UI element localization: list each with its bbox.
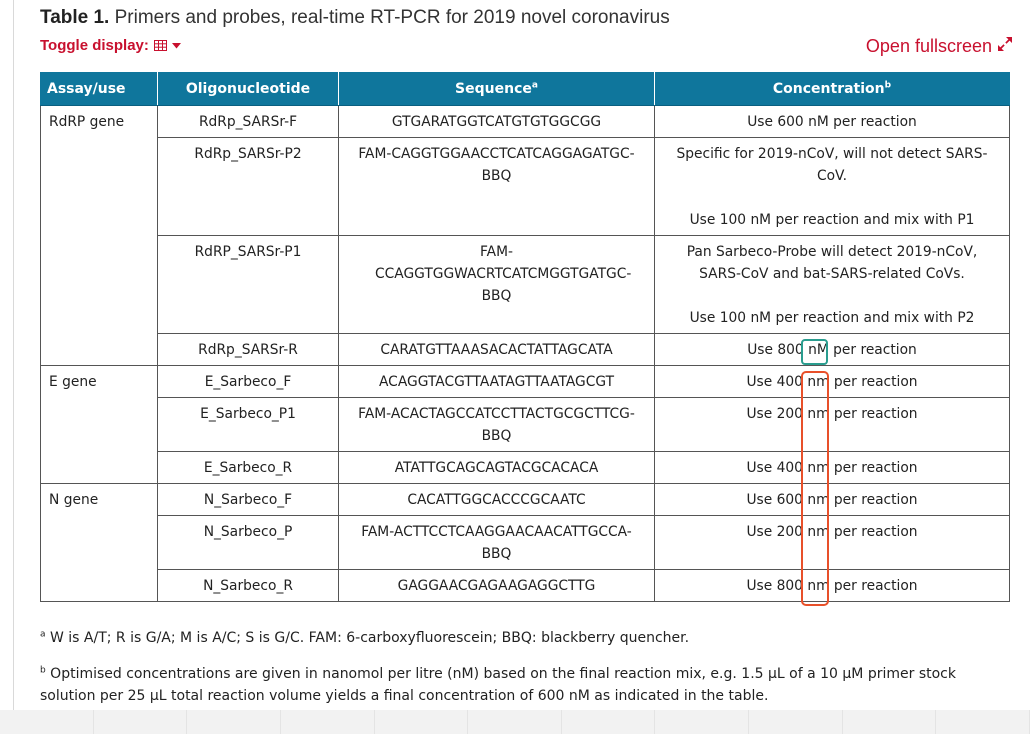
concentration-cell: Use 200 nm per reaction (654, 397, 1010, 452)
unit-label: nm (807, 524, 830, 540)
unit-label: nm (807, 374, 830, 390)
assay-cell (40, 515, 158, 570)
unit-label: nM (808, 342, 829, 358)
assay-cell (40, 137, 158, 236)
open-fullscreen-label: Open fullscreen (865, 36, 992, 56)
toggle-display-control[interactable]: Toggle display: (40, 37, 181, 54)
table-grid-icon (153, 40, 167, 51)
assay-cell (40, 569, 158, 602)
table-row: RdRP gene RdRp_SARSr-F GTGARATGGTCATGTGT… (40, 105, 1010, 138)
left-border (13, 0, 14, 710)
table-row: RdRp_SARSr-P2 FAM-CAGGTGGAACCTCATCAGGAGA… (40, 137, 1010, 236)
concentration-cell: Pan Sarbeco-Probe will detect 2019-nCoV,… (654, 235, 1010, 334)
table-row: E gene E_Sarbeco_F ACAGGTACGTTAATAGTTAAT… (40, 365, 1010, 398)
unit-label: nm (807, 460, 830, 476)
concentration-cell: Use 400 nm per reaction (654, 451, 1010, 484)
assay-cell: N gene (40, 483, 158, 516)
table-row: N_Sarbeco_R GAGGAACGAGAAGAGGCTTG Use 800… (40, 569, 1010, 602)
concentration-cell: Use 400 nm per reaction (654, 365, 1010, 398)
table-row: N gene N_Sarbeco_F CACATTGGCACCCGCAATC U… (40, 483, 1010, 516)
concentration-cell: Specific for 2019-nCoV, will not detect … (654, 137, 1010, 236)
table-title: Table 1. Primers and probes, real-time R… (40, 7, 670, 29)
toggle-display-label: Toggle display: (40, 37, 149, 54)
footnote-a: a W is A/T; R is G/A; M is A/C; S is G/C… (40, 629, 690, 646)
footnote-ref-b[interactable]: b (884, 79, 892, 90)
table-row: RdRP_SARSr-P1 FAM-CCAGGTGGWACRTCATCMGGTG… (40, 235, 1010, 334)
oligo-cell: N_Sarbeco_P (157, 515, 339, 570)
sequence-cell: FAM-CCAGGTGGWACRTCATCMGGTGATGC-BBQ (338, 235, 655, 334)
concentration-cell: Use 800 nM per reaction (654, 333, 1010, 366)
assay-cell (40, 333, 158, 366)
header-sequence: Sequencea (338, 72, 655, 106)
table-row: N_Sarbeco_P FAM-ACTTCCTCAAGGAACAACATTGCC… (40, 515, 1010, 570)
table-row: E_Sarbeco_R ATATTGCAGCAGTACGCACACA Use 4… (40, 451, 1010, 484)
assay-cell: E gene (40, 365, 158, 398)
sequence-cell: ATATTGCAGCAGTACGCACACA (338, 451, 655, 484)
sequence-cell: GTGARATGGTCATGTGTGGCGG (338, 105, 655, 138)
assay-cell: RdRP gene (40, 105, 158, 138)
sequence-cell: ACAGGTACGTTAATAGTTAATAGCGT (338, 365, 655, 398)
footnote-ref-a[interactable]: a (531, 79, 538, 90)
sequence-cell: FAM-ACACTAGCCATCCTTACTGCGCTTCG-BBQ (338, 397, 655, 452)
table-header-row: Assay/use Oligonucleotide Sequencea Conc… (40, 72, 1010, 106)
unit-label: nm (807, 406, 830, 422)
oligo-cell: RdRP_SARSr-P1 (157, 235, 339, 334)
open-fullscreen-link[interactable]: Open fullscreen (866, 36, 1013, 57)
concentration-cell: Use 600 nm per reaction (654, 483, 1010, 516)
table-row: RdRp_SARSr-R CARATGTTAAASACACTATTAGCATA … (40, 333, 1010, 366)
sequence-cell: GAGGAACGAGAAGAGGCTTG (338, 569, 655, 602)
concentration-cell: Use 600 nM per reaction (654, 105, 1010, 138)
footnote-b: b Optimised concentrations are given in … (40, 665, 956, 704)
header-assay: Assay/use (40, 72, 158, 106)
sequence-cell: FAM-ACTTCCTCAAGGAACAACATTGCCA-BBQ (338, 515, 655, 570)
header-concentration: Concentrationb (654, 72, 1010, 106)
unit-label: nm (807, 578, 830, 594)
table-row: E_Sarbeco_P1 FAM-ACACTAGCCATCCTTACTGCGCT… (40, 397, 1010, 452)
bottom-toolbar-strip (0, 710, 1030, 734)
oligo-cell: RdRp_SARSr-P2 (157, 137, 339, 236)
header-oligonucleotide: Oligonucleotide (157, 72, 339, 106)
concentration-cell: Use 200 nm per reaction (654, 515, 1010, 570)
table-label: Table 1. (40, 7, 110, 28)
assay-cell (40, 235, 158, 334)
sequence-cell: CACATTGGCACCCGCAATC (338, 483, 655, 516)
oligo-cell: N_Sarbeco_R (157, 569, 339, 602)
concentration-cell: Use 800 nm per reaction (654, 569, 1010, 602)
oligo-cell: E_Sarbeco_P1 (157, 397, 339, 452)
caret-down-icon (171, 42, 181, 49)
assay-cell (40, 397, 158, 452)
assay-cell (40, 451, 158, 484)
primers-table: Assay/use Oligonucleotide Sequencea Conc… (40, 72, 1010, 602)
oligo-cell: RdRp_SARSr-R (157, 333, 339, 366)
expand-arrows-icon (997, 36, 1013, 57)
oligo-cell: E_Sarbeco_R (157, 451, 339, 484)
unit-label: nM (808, 114, 829, 130)
table-caption: Primers and probes, real-time RT-PCR for… (114, 7, 670, 28)
sequence-cell: FAM-CAGGTGGAACCTCATCAGGAGATGC-BBQ (338, 137, 655, 236)
unit-label: nm (807, 492, 830, 508)
oligo-cell: E_Sarbeco_F (157, 365, 339, 398)
sequence-cell: CARATGTTAAASACACTATTAGCATA (338, 333, 655, 366)
oligo-cell: N_Sarbeco_F (157, 483, 339, 516)
oligo-cell: RdRp_SARSr-F (157, 105, 339, 138)
